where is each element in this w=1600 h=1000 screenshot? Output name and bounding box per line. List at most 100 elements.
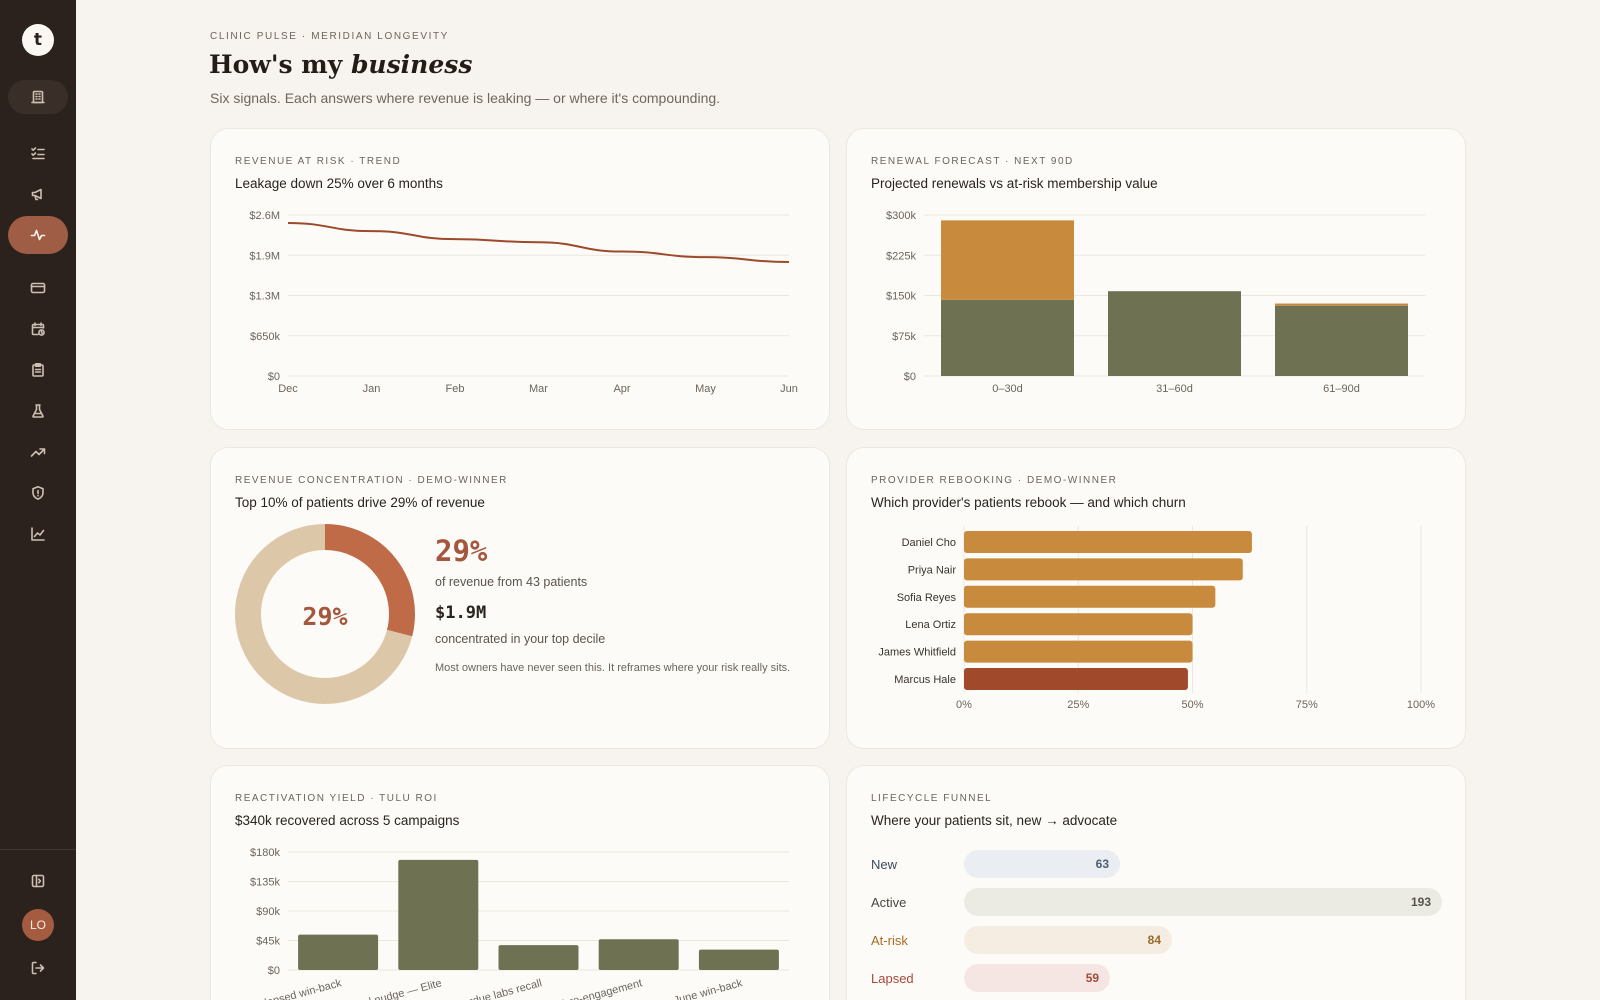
- x-tick-label: 75%: [1296, 699, 1318, 711]
- panel-toggle-icon: [31, 874, 45, 888]
- provider-bar: [964, 640, 1193, 663]
- y-tick-label: $0: [268, 371, 280, 383]
- shield-alert-icon: [32, 486, 44, 500]
- x-tick-label: Mar: [529, 383, 548, 395]
- donut-center-value: 29%: [302, 602, 348, 631]
- concentration-percent-caption: of revenue from 43 patients: [435, 575, 588, 589]
- card-renewal-forecast: RENEWAL FORECAST · NEXT 90D Projected re…: [846, 128, 1466, 430]
- provider-bar: [964, 585, 1216, 608]
- x-tick-label: Q1 lapsed win-back: [246, 977, 343, 1000]
- y-tick-label: $0: [268, 965, 280, 977]
- y-tick-label: $75k: [892, 331, 916, 343]
- checklist-icon: [31, 147, 45, 160]
- y-tick-label: $0: [904, 371, 916, 383]
- funnel-stage-bar[interactable]: 59: [964, 964, 1111, 992]
- card-lifecycle-funnel: LIFECYCLE FUNNEL Where your patients sit…: [846, 765, 1466, 1000]
- card-revenue-concentration: REVENUE CONCENTRATION · DEMO-WINNER Top …: [210, 447, 830, 749]
- provider-bar: [964, 531, 1252, 553]
- megaphone-icon: [31, 188, 42, 201]
- card-revenue-at-risk: REVENUE AT RISK · TREND Leakage down 25%…: [210, 128, 830, 430]
- card-eyebrow: REVENUE AT RISK · TREND: [235, 156, 402, 167]
- provider-bar: [964, 668, 1188, 690]
- funnel-stage-bar[interactable]: 63: [964, 850, 1121, 878]
- sidebar-item-trends[interactable]: [8, 435, 68, 469]
- sidebar-logout[interactable]: [8, 951, 68, 985]
- donut-slice: [324, 524, 415, 637]
- trend-up-icon: [30, 448, 46, 457]
- funnel-stage-value: 59: [1085, 971, 1100, 985]
- x-tick-label: 100%: [1407, 699, 1435, 711]
- sidebar-item-analytics[interactable]: [8, 517, 68, 551]
- page-title-plain: How's my: [209, 50, 351, 79]
- card-eyebrow: RENEWAL FORECAST · NEXT 90D: [871, 156, 1074, 167]
- y-tick-label: $225k: [886, 250, 916, 262]
- y-tick-label: $135k: [250, 877, 280, 889]
- donut-slice: [235, 524, 413, 704]
- provider-bar: [964, 558, 1243, 581]
- sidebar-divider: [0, 849, 76, 850]
- sidebar-item-campaigns[interactable]: [8, 177, 68, 211]
- y-tick-label: $650k: [250, 331, 280, 343]
- page-subtitle: Six signals. Each answers where revenue …: [210, 90, 721, 106]
- sidebar-item-schedule[interactable]: [8, 312, 68, 346]
- calendar-clock-icon: [31, 322, 45, 336]
- app-logo[interactable]: t: [22, 24, 54, 56]
- x-tick-label: Jun: [780, 383, 798, 395]
- revenue-concentration-donut: [235, 524, 415, 704]
- card-provider-rebooking: PROVIDER REBOOKING · DEMO-WINNER Which p…: [846, 447, 1466, 749]
- renewal-forecast-bar-chart: $0 $75k $150k $225k $300k 0–30d 31–60d 61–90d: [886, 210, 1425, 395]
- card-eyebrow: REACTIVATION YIELD · TULU ROI: [235, 793, 438, 804]
- x-tick-label: 61–90d: [1323, 383, 1360, 395]
- renewal-bar-segment: [941, 220, 1074, 300]
- sidebar-collapse[interactable]: [8, 864, 68, 898]
- sidebar-item-clipboard[interactable]: [8, 353, 68, 387]
- page-eyebrow: CLINIC PULSE · MERIDIAN LONGEVITY: [210, 31, 449, 42]
- credit-card-icon: [30, 282, 46, 294]
- funnel-stage-label: Lapsed: [871, 971, 914, 986]
- provider-label: Marcus Hale: [894, 674, 956, 686]
- sidebar-item-tasks[interactable]: [8, 136, 68, 170]
- avatar[interactable]: LO: [22, 909, 54, 941]
- x-tick-label: May: [695, 383, 716, 395]
- y-tick-label: $1.3M: [249, 291, 280, 303]
- logout-icon: [31, 961, 45, 975]
- card-reactivation-yield: REACTIVATION YIELD · TULU ROI $340k reco…: [210, 765, 830, 1000]
- provider-bar: [964, 613, 1193, 636]
- sidebar-item-building[interactable]: [8, 80, 68, 114]
- funnel-stage-value: 84: [1147, 933, 1162, 947]
- revenue-at-risk-series-line: [287, 222, 790, 264]
- y-tick-label: $1.9M: [249, 250, 280, 262]
- sidebar-item-labs[interactable]: [8, 394, 68, 428]
- building-icon: [31, 90, 45, 104]
- provider-rebooking-bar-chart: 0% 25% 50% 75% 100% Daniel Cho Priya Nair Sofia…: [878, 526, 1435, 711]
- y-tick-label: $150k: [886, 291, 916, 303]
- x-tick-label: 0–30d: [992, 383, 1023, 395]
- funnel-stage-label: At-risk: [871, 933, 908, 948]
- y-tick-label: $2.6M: [249, 210, 280, 222]
- card-eyebrow: LIFECYCLE FUNNEL: [871, 793, 993, 804]
- reactivation-yield-bar-chart: $0 $45k $90k $135k $180k Q1 lapsed win-backRe…: [246, 847, 789, 1000]
- pulse-icon: [30, 229, 46, 241]
- card-eyebrow: REVENUE CONCENTRATION · DEMO-WINNER: [235, 475, 508, 486]
- funnel-stage-label: New: [871, 857, 898, 872]
- funnel-stage-bar[interactable]: 193: [964, 888, 1442, 916]
- x-tick-label: Overdue labs recall: [449, 977, 544, 1000]
- revenue-at-risk-line-chart: $0 $650k $1.3M $1.9M $2.6M Dec Jan Feb Mar Apr May…: [249, 210, 798, 395]
- card-title: Which provider's patients rebook — and w…: [871, 495, 1186, 510]
- concentration-amount-caption: concentrated in your top decile: [435, 632, 606, 646]
- provider-label: James Whitfield: [878, 647, 956, 659]
- card-title: Projected renewals vs at-risk membership…: [871, 176, 1158, 191]
- sidebar-item-security[interactable]: [8, 476, 68, 510]
- x-tick-label: Apr: [613, 383, 630, 395]
- clipboard-icon: [32, 362, 44, 377]
- sidebar-item-billing[interactable]: [8, 271, 68, 305]
- card-eyebrow: PROVIDER REBOOKING · DEMO-WINNER: [871, 475, 1118, 486]
- line-chart-icon: [31, 527, 45, 541]
- funnel-stage-value: 193: [1410, 895, 1431, 909]
- funnel-stage-bar[interactable]: 84: [964, 926, 1173, 954]
- flask-icon: [32, 404, 44, 418]
- concentration-amount: $1.9M: [435, 603, 487, 623]
- provider-label: Lena Ortiz: [905, 619, 956, 631]
- concentration-percent: 29%: [435, 534, 488, 568]
- sidebar-item-pulse[interactable]: [8, 216, 68, 254]
